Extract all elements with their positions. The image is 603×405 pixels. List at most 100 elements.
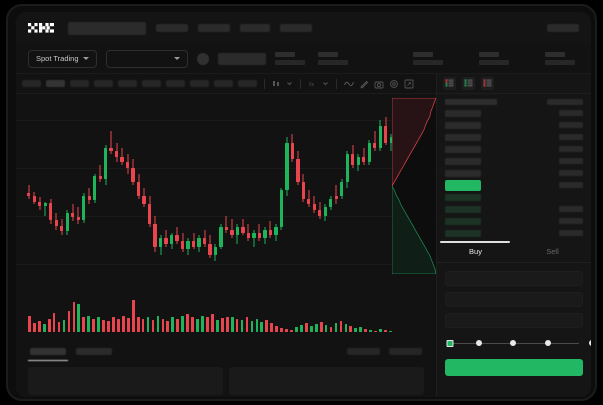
- device-frame: Spot Trading: [6, 4, 597, 401]
- orderbook-row[interactable]: [437, 191, 591, 203]
- orderbook-row[interactable]: [437, 227, 591, 239]
- order-price-field[interactable]: [445, 271, 583, 286]
- volume-bar: [304, 323, 308, 332]
- volume-bar: [220, 318, 224, 332]
- camera-icon[interactable]: [374, 79, 384, 89]
- orderbook-row[interactable]: [437, 155, 591, 167]
- orderbook-row[interactable]: [437, 119, 591, 131]
- orders-action-1[interactable]: [347, 347, 380, 355]
- slider-step-50[interactable]: [510, 340, 516, 346]
- candle: [76, 94, 80, 284]
- timeframe-10[interactable]: [238, 80, 257, 87]
- orders-panel-left[interactable]: [28, 367, 223, 395]
- order-total-field[interactable]: [445, 313, 583, 328]
- slider-step-100[interactable]: [589, 340, 591, 346]
- volume-bar: [300, 325, 303, 332]
- orderbook-row[interactable]: [437, 203, 591, 215]
- volume-bar: [181, 315, 185, 332]
- fullscreen-icon[interactable]: [404, 79, 414, 89]
- candle-type-chevron-icon[interactable]: [286, 80, 293, 87]
- timeframe-6[interactable]: [142, 80, 161, 87]
- orderbook-row[interactable]: [437, 131, 591, 143]
- pair-selector[interactable]: [105, 49, 188, 68]
- orderbook-amount: [559, 170, 583, 176]
- line-tool-icon[interactable]: [344, 79, 354, 88]
- timeframe-1[interactable]: [22, 80, 41, 87]
- candle: [114, 94, 119, 284]
- header-action-1[interactable]: [547, 24, 579, 32]
- orders-panel-right[interactable]: [229, 367, 424, 395]
- candle: [98, 94, 102, 284]
- timeframe-2[interactable]: [46, 80, 65, 87]
- order-amount-field[interactable]: [445, 292, 583, 307]
- volume-bar: [280, 328, 283, 332]
- volume-bar: [32, 323, 36, 332]
- nav-item-2[interactable]: [198, 24, 230, 32]
- orderbook-row[interactable]: [437, 107, 591, 119]
- candle: [268, 94, 273, 284]
- orderbook-mode-bids-icon[interactable]: [462, 77, 475, 90]
- okx-logo-icon[interactable]: [28, 23, 54, 33]
- orderbook-row[interactable]: [437, 143, 591, 155]
- indicators-chevron-icon[interactable]: [322, 80, 329, 87]
- volume-bar: [230, 317, 234, 332]
- timeframe-8[interactable]: [190, 80, 209, 87]
- orderbook-mode-both-icon[interactable]: [443, 77, 456, 90]
- volume-chart: [16, 288, 436, 340]
- volume-bar: [255, 319, 259, 332]
- nav-item-1[interactable]: [156, 24, 188, 32]
- orderbook-amount: [559, 134, 583, 140]
- timeframe-3[interactable]: [70, 80, 89, 87]
- nav-item-4[interactable]: [280, 24, 312, 32]
- candle: [235, 94, 240, 284]
- volume-bar: [211, 313, 214, 332]
- volume-bar: [47, 319, 51, 332]
- orderbook-row[interactable]: [437, 167, 591, 179]
- timeframe-5[interactable]: [118, 80, 137, 87]
- trading-app: Spot Trading: [16, 12, 591, 397]
- amount-slider[interactable]: [445, 338, 591, 350]
- tab-buy[interactable]: Buy: [469, 247, 482, 256]
- search-input[interactable]: [68, 21, 146, 35]
- slider-handle[interactable]: [446, 339, 454, 347]
- timeframe-4[interactable]: [94, 80, 113, 87]
- trade-side-tabs: Buy Sell: [437, 241, 591, 263]
- slider-step-25[interactable]: [476, 340, 482, 346]
- orders-action-2[interactable]: [389, 347, 422, 355]
- tab-open-orders[interactable]: [28, 347, 68, 361]
- indicators-icon[interactable]: fx: [308, 79, 317, 88]
- candle: [224, 94, 229, 284]
- volume-bar: [374, 330, 377, 332]
- candle: [257, 94, 262, 284]
- volume-bar: [136, 316, 140, 332]
- candle: [186, 94, 190, 284]
- volume-bar: [112, 316, 115, 332]
- market-stats-right: [413, 52, 579, 65]
- market-stats-left: [274, 52, 348, 65]
- tab-order-history[interactable]: [76, 347, 112, 355]
- place-buy-order-button[interactable]: [445, 359, 583, 376]
- candlestick-chart[interactable]: [16, 94, 436, 284]
- volume-bar: [285, 329, 288, 332]
- candle: [373, 94, 377, 284]
- orderbook-row[interactable]: [437, 179, 591, 191]
- timeframe-9[interactable]: [214, 80, 233, 87]
- tab-sell[interactable]: Sell: [546, 247, 559, 256]
- volume-bar: [37, 321, 41, 332]
- orderbook-mode-asks-icon[interactable]: [481, 77, 494, 90]
- volume-bar: [52, 312, 56, 332]
- slider-step-75[interactable]: [545, 340, 551, 346]
- orderbook-row[interactable]: [437, 215, 591, 227]
- pencil-tool-icon[interactable]: [359, 79, 369, 89]
- volume-bar: [42, 324, 46, 332]
- timeframe-7[interactable]: [166, 80, 185, 87]
- volume-bar: [161, 319, 165, 332]
- candle: [285, 94, 289, 284]
- candle-type-icon[interactable]: [272, 79, 281, 88]
- settings-gear-icon[interactable]: [389, 79, 399, 89]
- nav-item-3[interactable]: [240, 24, 270, 32]
- candle: [43, 94, 47, 284]
- candle: [329, 94, 333, 284]
- mode-selector[interactable]: Spot Trading: [28, 49, 97, 68]
- candle: [241, 94, 245, 284]
